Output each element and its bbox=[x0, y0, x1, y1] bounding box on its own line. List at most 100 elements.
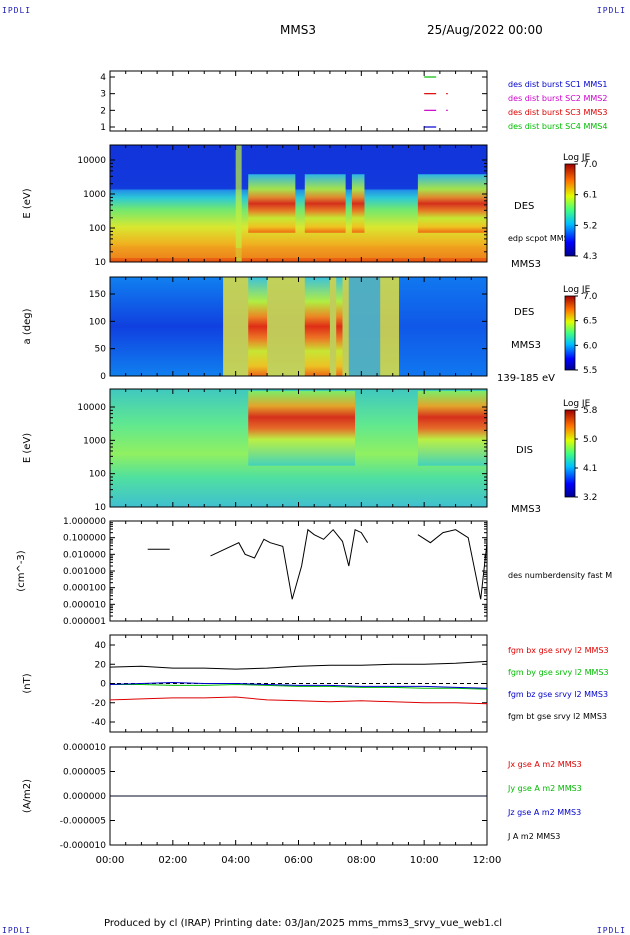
dis-energy-colorbar bbox=[564, 409, 576, 498]
corner-label-bottom-left: IPDLI bbox=[2, 926, 32, 935]
burst-legend-entry: des dist burst SC4 MMS4 bbox=[508, 122, 607, 131]
burst-legend-entry: des dist burst SC2 MMS2 bbox=[508, 94, 607, 103]
des-energy-sublabel: MMS3 bbox=[511, 259, 541, 270]
burst-legend-entry: des dist burst SC3 MMS3 bbox=[508, 108, 607, 117]
bfield-ytick-label: 40 bbox=[95, 641, 107, 651]
bfield-series-line bbox=[109, 681, 488, 689]
des-energy-ytick-label: 10000 bbox=[77, 156, 106, 166]
des-pitch-hot-band bbox=[336, 277, 343, 376]
dis-energy-ylabel: E (eV) bbox=[22, 433, 33, 463]
spacecraft-title: MMS3 bbox=[280, 23, 316, 37]
des-pitch-colorbar-label: 5.5 bbox=[583, 366, 597, 376]
des-pitch-label: DES bbox=[514, 307, 534, 318]
corner-label-top-left: IPDLI bbox=[2, 6, 32, 15]
time-axis-label: 04:00 bbox=[221, 855, 250, 866]
des-pitch-colorbar-label: 6.0 bbox=[583, 341, 598, 351]
density-ylabel: (cm^-3) bbox=[16, 550, 27, 591]
dis-energy-colorbar-title: Log JE bbox=[563, 399, 591, 409]
density-ytick-label: 0.100000 bbox=[63, 534, 106, 544]
des-pitch-ytick-label: 0 bbox=[100, 372, 106, 382]
bfield-series-line bbox=[110, 683, 488, 690]
bfield-ytick-label: -20 bbox=[91, 699, 106, 709]
current-legend-entry: Jz gse A m2 MMS3 bbox=[507, 808, 581, 817]
time-axis-label: 00:00 bbox=[96, 855, 125, 866]
bfield-legend-entry: fgm by gse srvy l2 MMS3 bbox=[508, 668, 609, 677]
des-energy-streak bbox=[235, 145, 242, 262]
burst-ytick-label: 2 bbox=[100, 106, 106, 116]
current-ytick-label: 0.000000 bbox=[63, 792, 106, 802]
density-series-line bbox=[147, 528, 488, 600]
des-energy-ytick-label: 100 bbox=[89, 224, 106, 234]
corner-label-top-right: IPDLI bbox=[596, 6, 626, 15]
dis-energy-ytick-label: 100 bbox=[89, 470, 106, 480]
des-energy-colorbar-label: 5.2 bbox=[583, 221, 597, 231]
bfield-legend-entry: fgm bx gse srvy l2 MMS3 bbox=[508, 646, 609, 655]
des-energy-colorbar-label: 6.1 bbox=[583, 191, 597, 201]
current-ylabel: (A/m2) bbox=[22, 779, 33, 813]
current-ytick-label: -0.000005 bbox=[60, 817, 106, 827]
des-pitch-cool-band bbox=[348, 277, 381, 376]
dis-energy-hot-band bbox=[417, 391, 487, 466]
des-pitch-colorbar bbox=[564, 295, 576, 371]
burst-frame bbox=[109, 70, 488, 132]
des-energy-hot-band bbox=[304, 174, 346, 233]
des-energy-colorbar-label: 7.0 bbox=[583, 160, 598, 170]
des-pitch-ytick-label: 100 bbox=[89, 317, 106, 327]
des-energy-ylabel: E (eV) bbox=[22, 188, 33, 218]
density-ytick-label: 0.001000 bbox=[63, 567, 106, 577]
datetime-title: 25/Aug/2022 00:00 bbox=[427, 23, 543, 37]
time-axis-label: 08:00 bbox=[347, 855, 376, 866]
burst-ytick-label: 3 bbox=[100, 90, 106, 100]
dis-energy-sublabel: MMS3 bbox=[511, 504, 541, 515]
des-pitch-colorbar-label: 7.0 bbox=[583, 292, 598, 302]
density-ytick-label: 0.000100 bbox=[63, 584, 106, 594]
des-pitch-colorbar-title: Log JE bbox=[563, 285, 591, 295]
density-ytick-label: 0.010000 bbox=[63, 550, 106, 560]
des-energy-label: DES bbox=[514, 201, 534, 212]
bfield-legend-entry: fgm bt gse srvy l2 MMS3 bbox=[508, 712, 607, 721]
dis-energy-ytick-label: 1000 bbox=[83, 436, 106, 446]
current-legend-entry: Jx gse A m2 MMS3 bbox=[507, 760, 582, 769]
bfield-series-line bbox=[109, 696, 488, 705]
des-pitch-ylabel: a (deg) bbox=[22, 308, 33, 344]
dis-energy-colorbar-label: 5.0 bbox=[583, 435, 598, 445]
burst-legend-entry: des dist burst SC1 MMS1 bbox=[508, 80, 607, 89]
time-axis-label: 10:00 bbox=[410, 855, 439, 866]
density-ytick-label: 1.000000 bbox=[63, 517, 106, 527]
des-energy-colorbar-label: 4.3 bbox=[583, 252, 597, 262]
dis-energy-hot-band bbox=[248, 391, 356, 466]
dis-energy-colorbar-label: 3.2 bbox=[583, 493, 597, 503]
des-energy-hot-band bbox=[248, 174, 296, 233]
density-legend-entry: des numberdensity fast M bbox=[508, 571, 612, 580]
des-energy-scpot-band bbox=[110, 248, 487, 258]
des-pitch-ytick-label: 50 bbox=[95, 345, 107, 355]
burst-ytick-label: 4 bbox=[100, 73, 106, 83]
des-energy-annotation: edp scpot MMS3 bbox=[508, 234, 574, 243]
des-pitch-ytick-label: 150 bbox=[89, 290, 106, 300]
corner-label-bottom-right: IPDLI bbox=[596, 926, 626, 935]
current-ytick-label: 0.000010 bbox=[63, 743, 106, 753]
des-energy-ytick-label: 10 bbox=[95, 258, 107, 268]
current-ytick-label: -0.000010 bbox=[60, 841, 106, 851]
current-legend-entry: J A m2 MMS3 bbox=[507, 832, 560, 841]
des-pitch-hot-band bbox=[304, 277, 330, 376]
time-axis-label: 02:00 bbox=[158, 855, 187, 866]
des-energy-ytick-label: 1000 bbox=[83, 190, 106, 200]
burst-ytick-label: 1 bbox=[100, 123, 106, 133]
des-energy-hot-band bbox=[351, 174, 365, 233]
des-pitch-tail bbox=[399, 277, 487, 376]
des-energy-colorbar bbox=[564, 163, 576, 257]
des-pitch-hot-band bbox=[248, 277, 268, 376]
bfield-series-line bbox=[109, 660, 488, 670]
bfield-ylabel: (nT) bbox=[22, 673, 33, 693]
bfield-ytick-label: -40 bbox=[91, 718, 106, 728]
dis-energy-colorbar-label: 5.8 bbox=[583, 406, 598, 416]
des-pitch-sublabel: MMS3 bbox=[511, 340, 541, 351]
footer-text: Produced by cl (IRAP) Printing date: 03/… bbox=[104, 918, 503, 929]
bfield-ytick-label: 0 bbox=[100, 680, 106, 690]
time-axis-label: 12:00 bbox=[473, 855, 502, 866]
dis-energy-colorbar-label: 4.1 bbox=[583, 464, 597, 474]
des-pitch-colorbar-label: 6.5 bbox=[583, 317, 597, 327]
des-pitch-energy-range: 139-185 eV bbox=[497, 373, 555, 384]
des-energy-colorbar-title: Log JE bbox=[563, 153, 591, 163]
